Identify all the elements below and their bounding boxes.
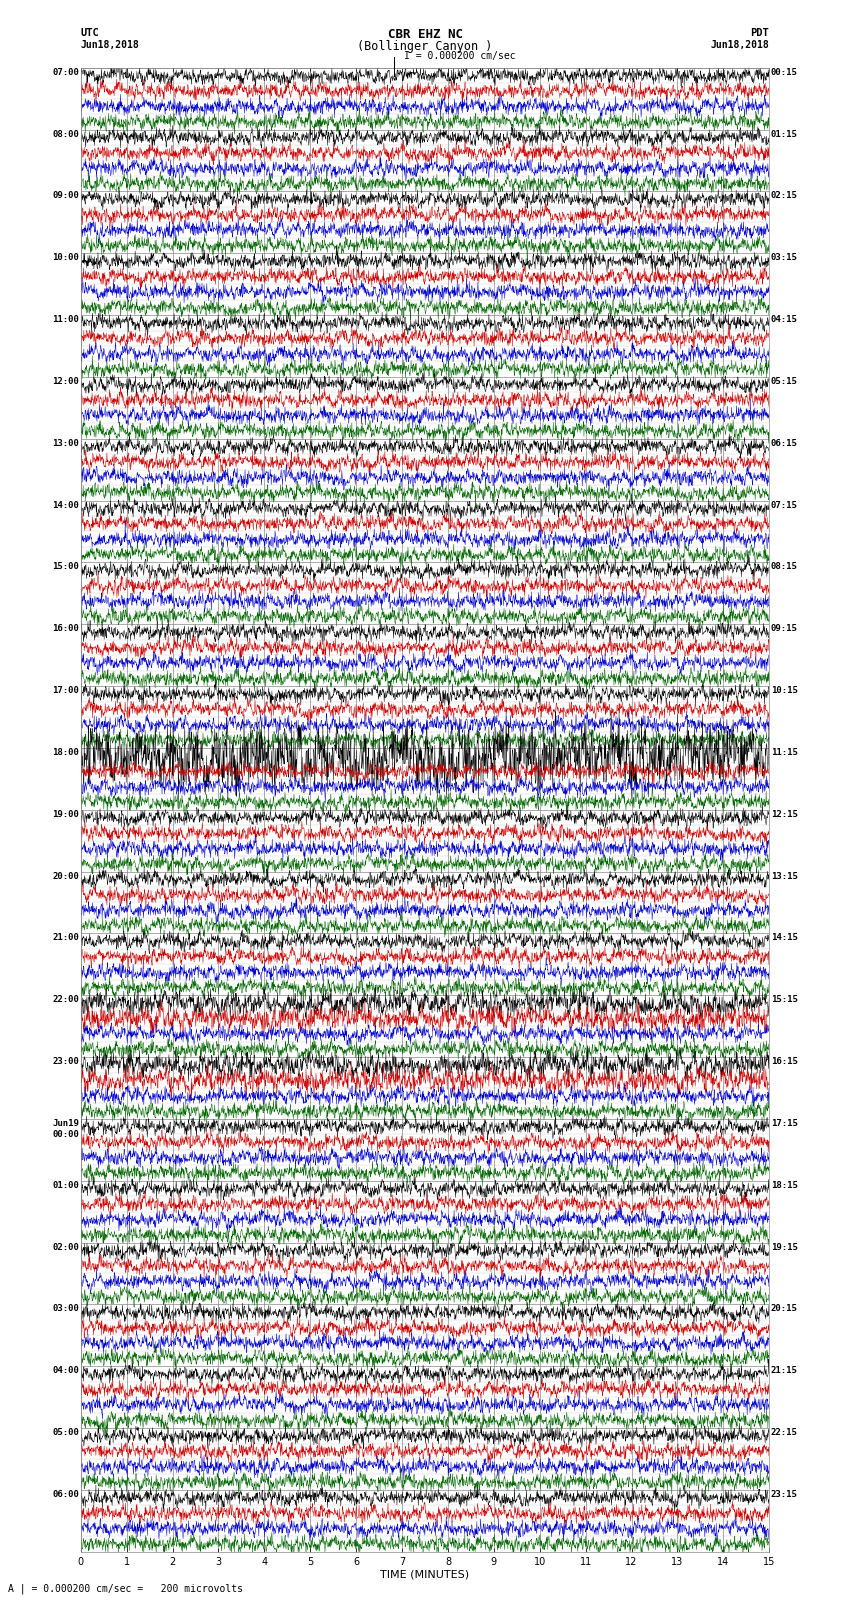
Text: 04:15: 04:15 <box>771 315 798 324</box>
Text: 03:00: 03:00 <box>52 1305 79 1313</box>
Text: 13:15: 13:15 <box>771 871 798 881</box>
Text: 19:00: 19:00 <box>52 810 79 819</box>
Text: 00:15: 00:15 <box>771 68 798 77</box>
Text: 14:15: 14:15 <box>771 934 798 942</box>
Text: 09:15: 09:15 <box>771 624 798 634</box>
X-axis label: TIME (MINUTES): TIME (MINUTES) <box>381 1569 469 1579</box>
Text: 16:00: 16:00 <box>52 624 79 634</box>
Text: 00:00: 00:00 <box>52 1131 79 1139</box>
Text: 06:00: 06:00 <box>52 1490 79 1498</box>
Text: 05:15: 05:15 <box>771 377 798 386</box>
Text: 11:15: 11:15 <box>771 748 798 756</box>
Text: 18:00: 18:00 <box>52 748 79 756</box>
Text: CBR EHZ NC: CBR EHZ NC <box>388 29 462 42</box>
Text: 08:00: 08:00 <box>52 129 79 139</box>
Text: 12:15: 12:15 <box>771 810 798 819</box>
Text: I = 0.000200 cm/sec: I = 0.000200 cm/sec <box>404 50 515 61</box>
Text: 12:00: 12:00 <box>52 377 79 386</box>
Text: 23:00: 23:00 <box>52 1057 79 1066</box>
Text: 17:15: 17:15 <box>771 1119 798 1127</box>
Text: 11:00: 11:00 <box>52 315 79 324</box>
Text: 14:00: 14:00 <box>52 500 79 510</box>
Text: 09:00: 09:00 <box>52 192 79 200</box>
Text: (Bollinger Canyon ): (Bollinger Canyon ) <box>357 39 493 53</box>
Text: 17:00: 17:00 <box>52 686 79 695</box>
Text: 06:15: 06:15 <box>771 439 798 448</box>
Text: 18:15: 18:15 <box>771 1181 798 1190</box>
Text: 15:00: 15:00 <box>52 563 79 571</box>
Text: PDT: PDT <box>751 29 769 39</box>
Text: Jun18,2018: Jun18,2018 <box>81 39 139 50</box>
Text: Jun19: Jun19 <box>52 1119 79 1127</box>
Text: 10:00: 10:00 <box>52 253 79 263</box>
Text: 05:00: 05:00 <box>52 1428 79 1437</box>
Text: 21:15: 21:15 <box>771 1366 798 1376</box>
Text: A | = 0.000200 cm/sec =   200 microvolts: A | = 0.000200 cm/sec = 200 microvolts <box>8 1582 243 1594</box>
Text: 20:15: 20:15 <box>771 1305 798 1313</box>
Text: 21:00: 21:00 <box>52 934 79 942</box>
Text: 02:15: 02:15 <box>771 192 798 200</box>
Text: 01:15: 01:15 <box>771 129 798 139</box>
Text: 01:00: 01:00 <box>52 1181 79 1190</box>
Text: 10:15: 10:15 <box>771 686 798 695</box>
Text: 23:15: 23:15 <box>771 1490 798 1498</box>
Text: 20:00: 20:00 <box>52 871 79 881</box>
Text: Jun18,2018: Jun18,2018 <box>711 39 769 50</box>
Text: 19:15: 19:15 <box>771 1242 798 1252</box>
Text: 13:00: 13:00 <box>52 439 79 448</box>
Text: 02:00: 02:00 <box>52 1242 79 1252</box>
Text: 04:00: 04:00 <box>52 1366 79 1376</box>
Text: 07:00: 07:00 <box>52 68 79 77</box>
Text: UTC: UTC <box>81 29 99 39</box>
Text: 08:15: 08:15 <box>771 563 798 571</box>
Text: 22:15: 22:15 <box>771 1428 798 1437</box>
Text: 15:15: 15:15 <box>771 995 798 1005</box>
Text: 07:15: 07:15 <box>771 500 798 510</box>
Text: 22:00: 22:00 <box>52 995 79 1005</box>
Text: 16:15: 16:15 <box>771 1057 798 1066</box>
Text: 03:15: 03:15 <box>771 253 798 263</box>
